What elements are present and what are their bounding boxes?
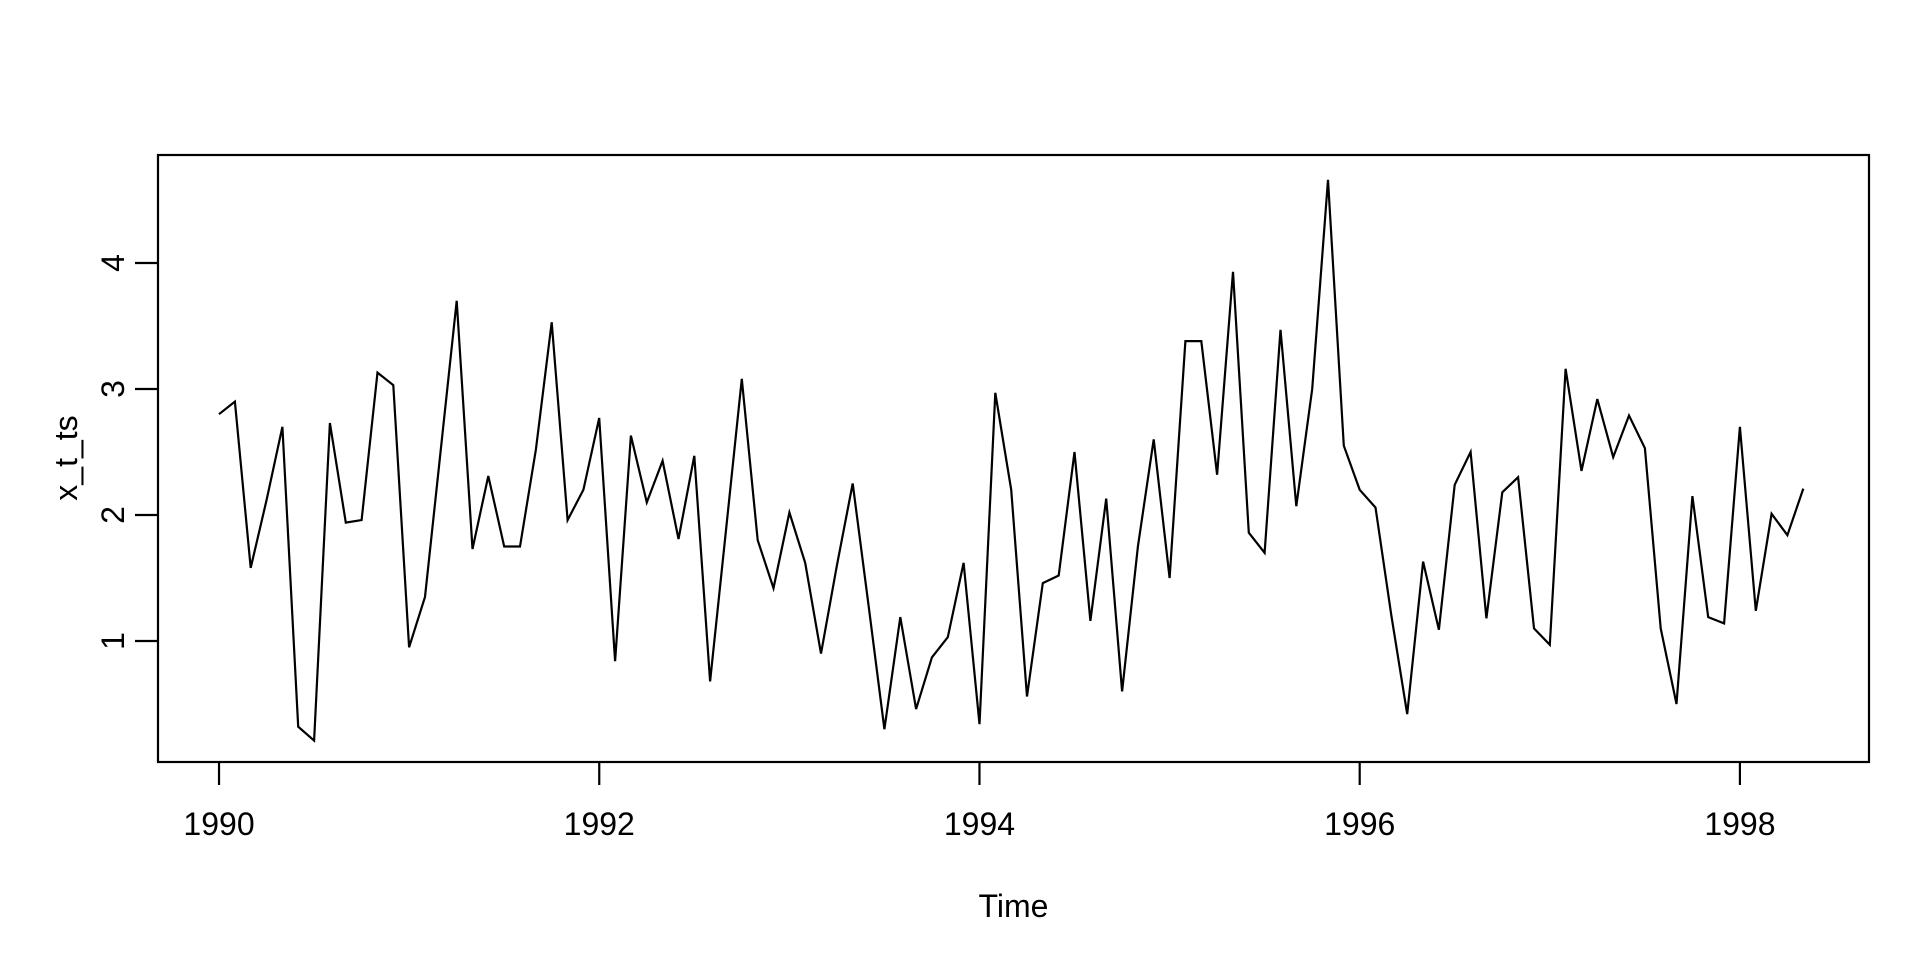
y-axis-title: x_t_ts [48, 415, 85, 500]
x-axis-title: Time [0, 888, 1869, 925]
plot-border [156, 153, 1871, 764]
y-tick-label: 1 [95, 632, 131, 650]
y-tick-label: 3 [95, 380, 131, 398]
x-tick-label: 1994 [944, 806, 1015, 842]
x-tick-label: 1992 [564, 806, 635, 842]
x-tick-label: 1990 [183, 806, 254, 842]
y-axis-ticks [135, 261, 158, 643]
series-line-group [218, 179, 1805, 743]
y-axis-tick-labels: 1 2 3 4 [95, 254, 131, 650]
series-line [218, 179, 1805, 743]
y-tick-label: 4 [95, 254, 131, 272]
x-axis-tick-labels: 1990 1992 1994 1996 1998 [183, 806, 1775, 842]
x-axis-ticks [217, 762, 1742, 785]
x-tick-label: 1996 [1324, 806, 1395, 842]
x-axis-title-text: Time [978, 888, 1049, 924]
x-tick-label: 1998 [1704, 806, 1775, 842]
y-tick-label: 2 [95, 506, 131, 524]
plot-box-rect [156, 153, 1871, 764]
y-axis-title-text: x_t_ts [48, 415, 85, 501]
